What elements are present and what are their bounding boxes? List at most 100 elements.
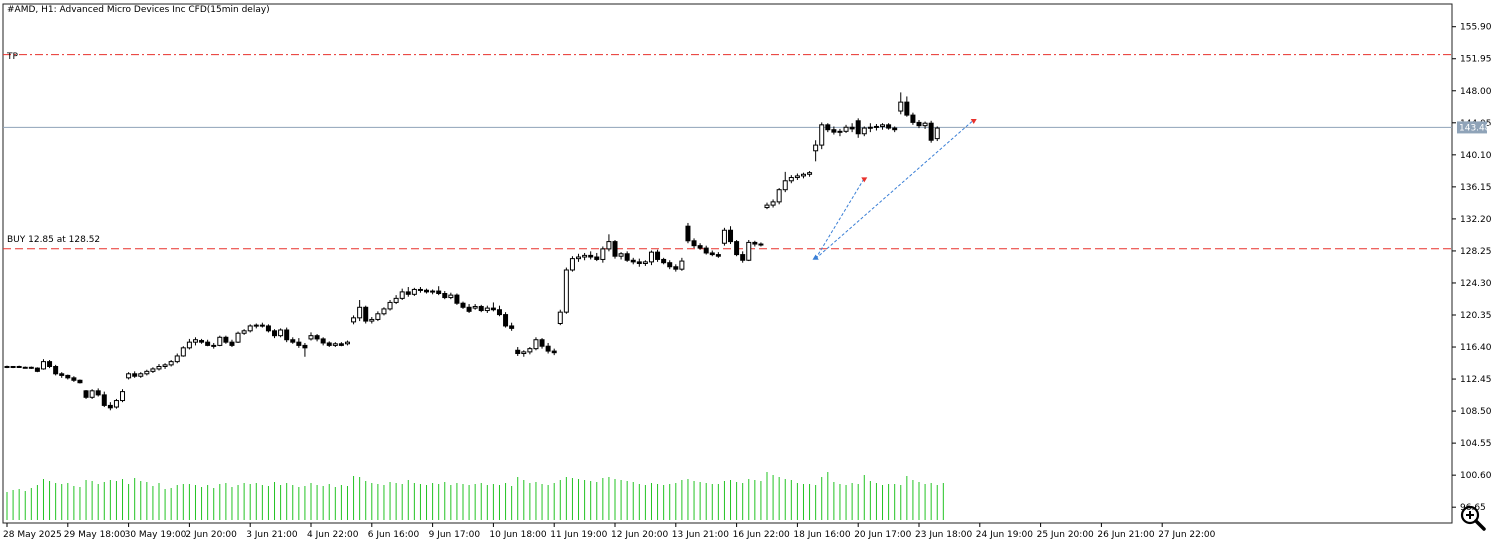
candle-down (405, 291, 411, 295)
candle-up (150, 368, 156, 372)
sell-marker (970, 118, 977, 124)
candle-down (132, 373, 138, 377)
price-levels (3, 54, 1452, 250)
candle-down (466, 306, 472, 312)
candle-up (126, 373, 132, 379)
plot-area (2, 3, 1453, 524)
candle-down (314, 335, 320, 340)
candle-down (916, 121, 922, 127)
time-tick-label: 9 Jun 17:00 (429, 530, 481, 540)
candle-down (326, 342, 332, 346)
candle-down (460, 302, 466, 308)
time-tick-label: 12 Jun 20:00 (611, 530, 668, 540)
candle-up (861, 127, 867, 135)
candle-down (95, 390, 101, 396)
candle-up (484, 307, 490, 312)
candle-down (515, 349, 521, 355)
candle-up (873, 125, 879, 128)
candle-up (533, 339, 539, 350)
candle-up (241, 330, 247, 334)
price-tick-label: 128.25 (1460, 247, 1492, 257)
candle-down (490, 307, 496, 311)
candle-down (825, 124, 831, 131)
price-tick-label: 132.20 (1460, 215, 1492, 225)
time-tick-label: 24 Jun 19:00 (976, 530, 1033, 540)
time-axis: 28 May 2025 29 May 18:00 30 May 19:00 2 Jun… (3, 523, 1216, 540)
time-tick-label: 11 Jun 19:00 (550, 530, 607, 540)
candle-up (679, 260, 685, 270)
candle-up (278, 329, 284, 337)
candle-down (442, 293, 448, 299)
candle-up (399, 291, 405, 299)
candle-up (308, 335, 314, 340)
time-tick-label: 26 Jun 21:00 (1097, 530, 1154, 540)
time-tick-label: 27 Jun 22:00 (1158, 530, 1215, 540)
candle-down (551, 350, 557, 354)
candle-down (320, 338, 326, 344)
time-tick-label: 4 Jun 22:00 (307, 530, 359, 540)
candle-down (728, 229, 734, 243)
candle-down (454, 294, 460, 304)
candle-up (344, 341, 350, 345)
candle-up (618, 253, 624, 257)
price-tick-label: 100.60 (1460, 471, 1492, 481)
candle-down (478, 305, 484, 312)
price-tick-label: 112.45 (1460, 375, 1492, 385)
candle-down (503, 314, 509, 327)
candle-down (28, 366, 34, 369)
candle-down (223, 336, 229, 343)
time-tick-label: 18 Jun 16:00 (793, 530, 850, 540)
candle-down (734, 241, 740, 256)
candle-down (661, 258, 667, 264)
candle-up (934, 127, 940, 140)
price-tick-label: 148.00 (1460, 87, 1492, 97)
candle-down (630, 259, 636, 263)
candle-up (162, 364, 168, 367)
time-tick-label: 23 Jun 18:00 (915, 530, 972, 540)
volume-histogram (6, 472, 944, 520)
candle-up (192, 339, 198, 343)
price-tick-label: 124.30 (1460, 279, 1492, 289)
candle-up (819, 124, 825, 146)
candle-down (886, 124, 892, 129)
candle-down (363, 306, 369, 322)
price-tick-label: 151.95 (1460, 55, 1492, 65)
candle-up (174, 355, 180, 363)
trade-line (815, 178, 865, 259)
candle-down (667, 262, 673, 268)
candle-down (636, 261, 642, 264)
candle-down (594, 256, 600, 260)
candle-down (673, 266, 679, 270)
candle-up (794, 175, 800, 179)
candle-up (569, 258, 575, 271)
candle-up (180, 347, 186, 357)
candle-up (113, 400, 119, 408)
candle-down (4, 365, 10, 368)
magnifier-zoom-icon (1460, 505, 1486, 531)
candle-up (186, 341, 192, 349)
candles (4, 92, 940, 411)
time-tick-label: 20 Jun 17:00 (854, 530, 911, 540)
zoom-button[interactable] (1458, 503, 1488, 533)
candle-down (928, 122, 934, 141)
candle-up (381, 308, 387, 315)
candle-down (211, 344, 217, 347)
candle-up (89, 390, 95, 398)
candle-up (357, 306, 363, 319)
candle-up (582, 254, 588, 258)
candle-down (612, 241, 618, 257)
time-tick-label: 30 May 19:00 (125, 530, 187, 540)
candle-down (545, 345, 551, 352)
sell-marker (861, 177, 868, 183)
candle-up (156, 365, 162, 370)
candle-down (539, 339, 545, 347)
trade-history (812, 118, 977, 260)
candle-down (752, 241, 758, 245)
candle-down (509, 325, 515, 329)
candle-down (290, 339, 296, 343)
candle-up (40, 361, 46, 370)
candle-up (606, 241, 612, 250)
time-tick-label: 28 May 2025 (3, 530, 62, 540)
